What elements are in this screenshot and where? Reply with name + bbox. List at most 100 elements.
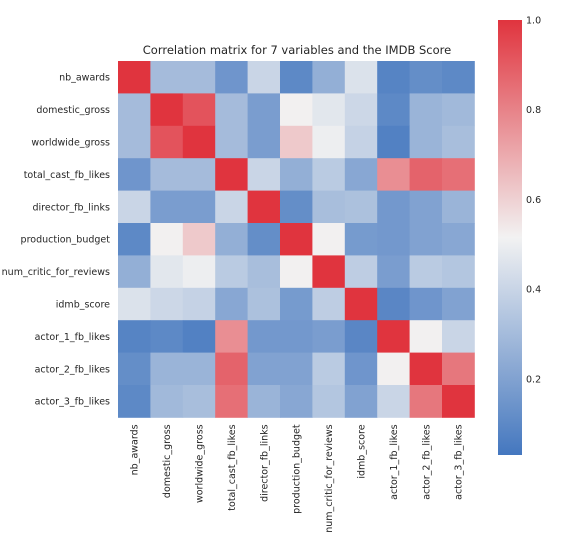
heatmap-cell xyxy=(312,158,346,191)
heatmap-cell xyxy=(215,93,248,127)
heatmap-cell xyxy=(409,61,443,94)
heatmap-cell xyxy=(150,287,184,321)
heatmap-cell xyxy=(409,320,443,353)
heatmap-cell xyxy=(377,93,410,127)
y-tick-label: total_cast_fb_likes xyxy=(24,170,110,181)
colorbar-tick-label: 1.0 xyxy=(526,16,541,27)
heatmap-cell xyxy=(442,190,475,224)
heatmap-cell xyxy=(280,61,313,94)
heatmap-cell xyxy=(344,287,378,321)
heatmap-cell xyxy=(377,255,410,289)
heatmap-cell xyxy=(280,223,313,256)
heatmap-cell xyxy=(247,352,281,386)
heatmap-cell xyxy=(442,223,475,256)
heatmap-cell xyxy=(344,352,378,386)
heatmap-cell xyxy=(377,125,410,159)
heatmap-cells xyxy=(118,61,475,418)
y-tick-label: idmb_score xyxy=(56,300,110,311)
heatmap-cell xyxy=(118,190,151,224)
heatmap-cell xyxy=(150,320,184,353)
colorbar-gradient xyxy=(498,20,522,455)
heatmap-cell xyxy=(409,190,443,224)
heatmap-cell xyxy=(377,352,410,386)
heatmap-cell xyxy=(344,385,378,418)
heatmap-cell xyxy=(150,255,184,289)
heatmap-cell xyxy=(182,158,216,191)
x-tick-label: idmb_score xyxy=(357,424,368,478)
heatmap-cell xyxy=(247,255,281,289)
heatmap-cell xyxy=(215,61,248,94)
heatmap-cell xyxy=(280,287,313,321)
heatmap-cell xyxy=(280,190,313,224)
heatmap-cell xyxy=(247,61,281,94)
heatmap-cell xyxy=(280,158,313,191)
heatmap-cell xyxy=(312,61,346,94)
heatmap-cell xyxy=(344,125,378,159)
heatmap-cell xyxy=(182,125,216,159)
heatmap-cell xyxy=(442,385,475,418)
heatmap-cell xyxy=(442,287,475,321)
heatmap-cell xyxy=(409,158,443,191)
heatmap-cell xyxy=(247,385,281,418)
heatmap-cell xyxy=(344,190,378,224)
heatmap-cell xyxy=(118,352,151,386)
heatmap-cell xyxy=(280,255,313,289)
heatmap-cell xyxy=(312,320,346,353)
heatmap-cell xyxy=(150,385,184,418)
heatmap-cell xyxy=(377,385,410,418)
heatmap-cell xyxy=(312,190,346,224)
heatmap-cell xyxy=(377,287,410,321)
heatmap-cell xyxy=(150,158,184,191)
heatmap-cell xyxy=(409,223,443,256)
heatmap-cell xyxy=(118,93,151,127)
heatmap-cell xyxy=(344,320,378,353)
heatmap-cell xyxy=(409,385,443,418)
heatmap-cell xyxy=(182,320,216,353)
heatmap-cell xyxy=(442,61,475,94)
heatmap-cell xyxy=(280,385,313,418)
heatmap-cell xyxy=(344,223,378,256)
x-tick-label: num_critic_for_reviews xyxy=(324,424,335,532)
heatmap-cell xyxy=(215,190,248,224)
heatmap-cell xyxy=(247,223,281,256)
heatmap-cell xyxy=(215,223,248,256)
x-tick-label: actor_2_fb_likes xyxy=(421,424,432,499)
heatmap-cell xyxy=(442,158,475,191)
heatmap-cell xyxy=(247,320,281,353)
y-tick-label: worldwide_gross xyxy=(31,138,110,149)
heatmap-cell xyxy=(312,125,346,159)
heatmap-cell xyxy=(247,93,281,127)
x-tick-label: worldwide_gross xyxy=(195,424,206,503)
x-tick-label: nb_awards xyxy=(130,424,141,475)
heatmap-cell xyxy=(215,255,248,289)
heatmap-cell xyxy=(312,287,346,321)
heatmap-cell xyxy=(118,255,151,289)
heatmap-cell xyxy=(150,125,184,159)
y-tick-label: num_critic_for_reviews xyxy=(2,267,110,278)
y-tick-label: actor_3_fb_likes xyxy=(35,397,110,408)
colorbar: 0.2 0.4 0.6 0.8 1.0 xyxy=(498,16,541,455)
y-tick-label: nb_awards xyxy=(59,73,110,84)
heatmap-cell xyxy=(215,287,248,321)
heatmap-cell xyxy=(280,320,313,353)
heatmap-cell xyxy=(247,158,281,191)
heatmap-cell xyxy=(182,190,216,224)
heatmap-cell xyxy=(182,61,216,94)
heatmap-cell xyxy=(377,158,410,191)
heatmap-cell xyxy=(150,223,184,256)
x-axis-labels: nb_awards domestic_gross worldwide_gross to… xyxy=(130,424,465,533)
x-tick-label: actor_1_fb_likes xyxy=(389,424,400,499)
heatmap-cell xyxy=(409,125,443,159)
heatmap-cell xyxy=(377,190,410,224)
y-axis-labels: nb_awards domestic_gross worldwide_grossto… xyxy=(2,73,111,408)
heatmap-cell xyxy=(215,125,248,159)
x-tick-label: domestic_gross xyxy=(162,424,173,498)
heatmap-cell xyxy=(442,125,475,159)
x-tick-label: production_budget xyxy=(292,424,303,514)
heatmap-cell xyxy=(280,125,313,159)
heatmap-cell xyxy=(182,352,216,386)
heatmap-cell xyxy=(247,190,281,224)
heatmap-cell xyxy=(118,320,151,353)
heatmap-cell xyxy=(409,287,443,321)
